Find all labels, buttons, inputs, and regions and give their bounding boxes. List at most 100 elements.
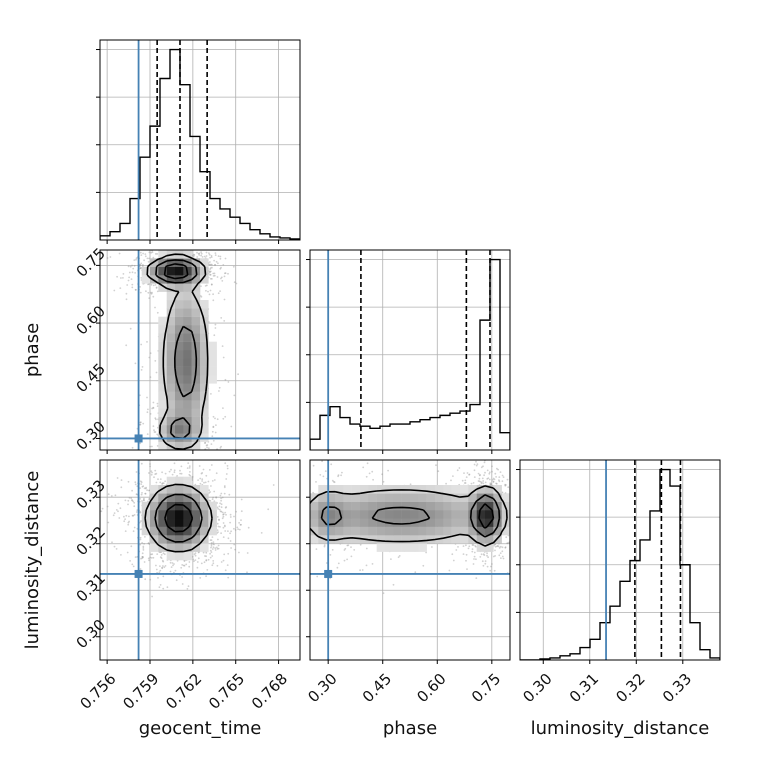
scatter-point [471,550,474,553]
density-cell [166,476,176,486]
density-cell [476,535,486,544]
scatter-point [224,378,227,381]
density-cell [208,518,217,527]
density-cell [360,501,369,511]
scatter-point [478,474,481,477]
scatter-point [125,292,128,295]
scatter-point [132,530,135,533]
scatter-point [497,468,499,471]
density-cell [158,383,167,392]
scatter-point [215,496,218,499]
density-cell [191,501,201,511]
density-cell [351,485,361,494]
density-cell [426,501,436,511]
scatter-point [323,544,326,546]
density-cell [376,493,386,502]
scatter-point [222,522,225,524]
scatter-point [511,480,513,482]
scatter-point [172,564,174,567]
scatter-point [216,516,219,518]
scatter-point [151,553,154,556]
density-cell [343,526,352,536]
scatter-point [216,418,219,421]
scatter-point [194,455,196,457]
scatter-point [230,530,233,533]
scatter-point [511,517,513,519]
scatter-point [210,263,212,266]
scatter-point [118,517,121,519]
scatter-point [222,513,225,516]
scatter-point [146,411,149,414]
scatter-point [228,493,231,496]
density-cell [208,366,217,376]
scatter-point [227,272,229,275]
density-cell [150,510,159,519]
scatter-point [515,482,517,484]
scatter-point [477,472,480,475]
scatter-point [142,547,145,549]
density-cell [335,526,344,536]
density-cell [166,258,176,267]
density-cell [451,526,461,536]
scatter-point [216,276,219,278]
scatter-point [484,562,487,565]
density-cell [166,535,176,544]
scatter-point [212,293,215,296]
scatter-point [113,512,116,514]
density-cell [376,543,386,552]
density-cell [493,485,502,494]
density-cell [166,543,176,552]
density-cell [175,485,184,494]
scatter-point [125,514,128,517]
scatter-point [129,560,132,562]
density-cell [191,526,201,536]
scatter-point [233,527,235,530]
scatter-point [122,277,124,279]
scatter-point [487,477,490,480]
scatter-point [144,492,147,495]
scatter-point [247,526,250,529]
scatter-point [517,476,519,478]
scatter-point [451,553,454,556]
density-cell [200,518,209,527]
scatter-point [473,476,476,478]
scatter-point [222,407,224,409]
scatter-point [468,473,471,476]
density-cell [175,476,184,486]
scatter-point [224,525,226,528]
density-cell [175,308,184,317]
scatter-point [93,462,95,464]
scatter-point [224,272,226,275]
scatter-point [219,267,222,270]
density-cell [158,325,167,334]
scatter-point [151,471,153,474]
scatter-point [371,563,374,565]
scatter-point [212,275,215,277]
scatter-point [140,520,142,522]
scatter-point [472,482,475,484]
scatter-point [214,547,217,550]
scatter-point [478,477,481,480]
density-cell [183,501,192,511]
scatter-point [208,245,210,247]
scatter-point [233,543,236,546]
scatter-point [210,542,213,544]
scatter-point [210,539,213,541]
scatter-point [477,480,480,482]
scatter-point [452,475,454,477]
scatter-point [149,413,152,415]
scatter-point [135,258,137,261]
density-cell [191,333,201,342]
scatter-point [139,423,142,426]
scatter-point [382,480,385,483]
scatter-point [325,562,328,564]
density-cell [158,526,167,536]
density-cell [183,366,192,376]
scatter-point [151,445,153,448]
scatter-point [161,483,164,485]
scatter-point [220,266,222,269]
scatter-point [144,487,147,490]
scatter-point [208,469,211,471]
scatter-point [303,525,305,527]
scatter-point [491,465,493,468]
